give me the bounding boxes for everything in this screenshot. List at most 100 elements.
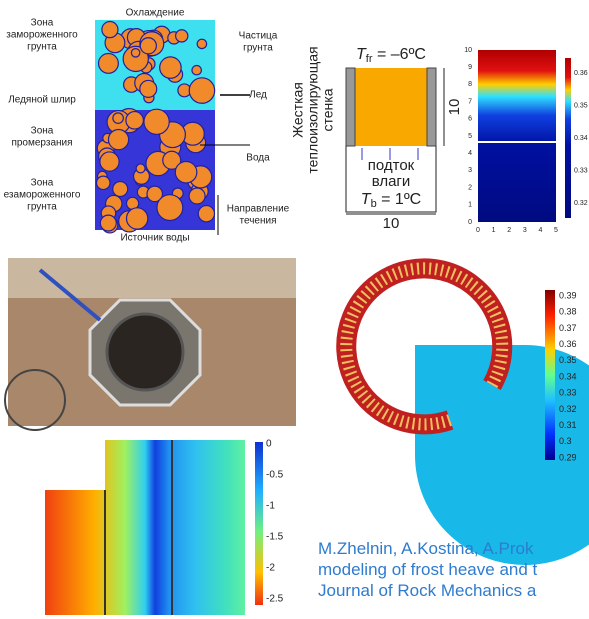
label: Источник воды <box>120 233 189 244</box>
zone-label: езамороженного <box>4 190 81 201</box>
soil-particle <box>140 38 156 54</box>
soil-particle <box>113 182 128 197</box>
soil-particle <box>136 164 145 173</box>
legend-label: течения <box>240 216 277 227</box>
colorbar-label: 0.36 <box>559 339 577 349</box>
citation-line: M.Zhelnin, A.Kostina, A.Prok <box>318 538 589 559</box>
soil-particle <box>192 65 201 74</box>
soil-particle <box>97 176 110 189</box>
legend-label: грунта <box>243 43 273 54</box>
legend-label: Лед <box>249 90 267 101</box>
y-tick-label: 4 <box>468 150 472 157</box>
x-tick-label: 1 <box>492 227 496 234</box>
field <box>45 440 245 615</box>
inflow-label: влаги <box>372 173 411 190</box>
wall-label: Жесткая <box>290 82 306 138</box>
zone-label: Зона <box>31 126 54 137</box>
y-tick-label: 5 <box>468 133 472 140</box>
colorbar-label: -0.5 <box>266 470 284 481</box>
legend-label: Частица <box>239 31 278 42</box>
zone-label: замороженного <box>6 30 78 41</box>
wall <box>427 68 436 146</box>
zone-label: Зона <box>31 18 54 29</box>
value: = –6ºC <box>373 46 426 63</box>
soil-particle <box>144 109 169 134</box>
label: Охлаждение <box>126 8 185 19</box>
citation-line: modeling of frost heave and t <box>318 559 589 580</box>
colorbar-label: 0.37 <box>559 323 577 333</box>
colorbar <box>565 58 571 218</box>
y-tick-label: 8 <box>468 81 472 88</box>
colorbar-label: 0.38 <box>559 307 577 317</box>
wall-label: теплоизолирующая <box>305 46 321 173</box>
inflow-label: подток <box>368 157 415 174</box>
y-tick-label: 1 <box>468 202 472 209</box>
heatmap <box>478 50 556 222</box>
soil-particle <box>175 161 197 183</box>
soil-particle <box>160 57 181 78</box>
y-tick-label: 2 <box>468 184 472 191</box>
zone-label: грунта <box>27 42 57 53</box>
y-tick-label: 3 <box>468 167 472 174</box>
figure-collage: ОхлаждениеИсточник водыЗоназамороженного… <box>0 0 589 619</box>
soil-particle <box>126 112 143 129</box>
zone-label: грунта <box>27 202 57 213</box>
soil-particle <box>108 130 128 150</box>
x-tick-label: 0 <box>476 227 480 234</box>
colorbar-label: -1 <box>266 501 275 512</box>
soil-particle <box>157 195 183 221</box>
colorbar-label: 0.33 <box>574 167 588 174</box>
x-tick-label: 2 <box>507 227 511 234</box>
soil-particle <box>113 113 123 123</box>
soil-particle <box>197 39 206 48</box>
colorbar-label: 0.36 <box>574 70 588 77</box>
soil-particle <box>100 215 116 231</box>
zone-label: Ледяной шлир <box>8 95 76 106</box>
colorbar-label: -1.5 <box>266 532 284 543</box>
zone-label: Зона <box>31 178 54 189</box>
soil-particle <box>131 49 139 57</box>
colorbar-label: -2 <box>266 563 275 574</box>
colorbar <box>255 442 263 605</box>
soil-particle <box>189 78 214 103</box>
colorbar-label: -2.5 <box>266 594 284 605</box>
y-tick-label: 6 <box>468 116 472 123</box>
temperature: Tb = 1ºC <box>361 191 421 210</box>
soil-particle <box>198 206 214 222</box>
x-tick-label: 5 <box>554 227 558 234</box>
colorbar-label: 0.3 <box>559 436 572 446</box>
x-tick-label: 3 <box>523 227 527 234</box>
soil-particle <box>189 188 205 204</box>
temperature: Tfr = –6ºC <box>356 46 426 65</box>
soil-particle <box>127 208 148 229</box>
legend-label: Вода <box>246 153 270 164</box>
colorbar-label: 0.32 <box>574 200 588 207</box>
soil-particle <box>100 152 119 171</box>
colorbar-label: 0 <box>266 439 272 450</box>
x-tick-label: 4 <box>538 227 542 234</box>
value: = 1ºC <box>377 191 422 208</box>
colorbar-label: 0.35 <box>559 355 577 365</box>
colorbar-label: 0.29 <box>559 452 577 462</box>
soil-particle <box>140 80 157 97</box>
soil-particle <box>176 30 188 42</box>
colorbar-label: 0.39 <box>559 290 577 300</box>
soil-particle <box>102 22 118 38</box>
page: ОхлаждениеИсточник водыЗоназамороженного… <box>0 0 589 619</box>
colorbar-label: 0.34 <box>559 371 577 381</box>
soil-particle <box>99 53 119 73</box>
citation-line: Journal of Rock Mechanics a <box>318 580 589 601</box>
colorbar-label: 0.34 <box>574 135 588 142</box>
dimension-label: 10 <box>446 99 463 116</box>
legend-label: Направление <box>227 204 290 215</box>
wall-label: стенка <box>320 88 336 131</box>
colorbar-label: 0.32 <box>559 404 577 414</box>
dimension-label: 10 <box>383 215 400 232</box>
shaft <box>107 314 183 390</box>
colorbar-label: 0.33 <box>559 388 577 398</box>
y-tick-label: 10 <box>464 47 472 54</box>
colorbar-label: 0.31 <box>559 420 577 430</box>
y-tick-label: 9 <box>468 64 472 71</box>
colorbar-label: 0.35 <box>574 102 588 109</box>
